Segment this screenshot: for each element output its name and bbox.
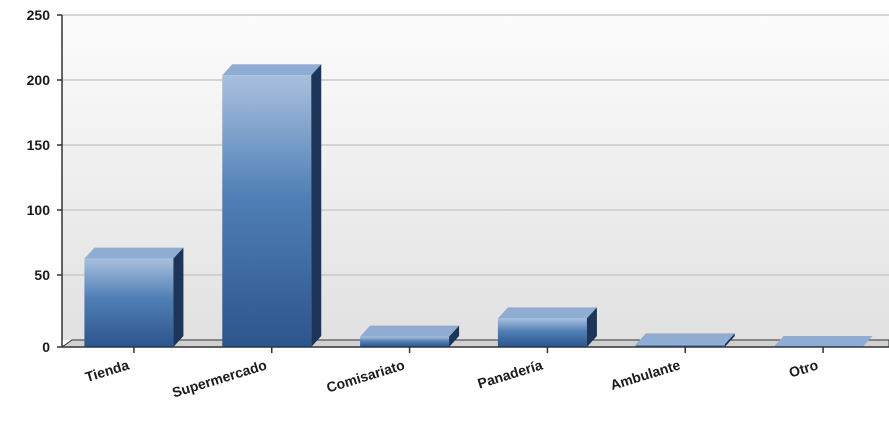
bar-front xyxy=(84,258,174,347)
bar-top xyxy=(84,247,184,259)
x-tick-label: Ambulante xyxy=(608,357,682,394)
bars xyxy=(84,64,873,348)
plot-background xyxy=(62,15,889,340)
axes xyxy=(61,15,889,348)
y-tick-label: 150 xyxy=(27,137,51,153)
x-tick-label: Otro xyxy=(787,357,820,381)
y-tick-label: 200 xyxy=(27,72,51,88)
bar-front xyxy=(222,75,312,348)
x-tick-label: Supermercado xyxy=(170,357,268,401)
bar-front xyxy=(635,344,725,347)
bar-side xyxy=(311,64,322,348)
y-tick-label: 100 xyxy=(27,202,51,218)
bar-side xyxy=(586,307,597,347)
bar-panadería xyxy=(497,307,597,347)
bar-comisariato xyxy=(360,325,460,347)
y-tick-label: 250 xyxy=(27,7,51,23)
bar-top xyxy=(222,64,322,76)
gridlines xyxy=(62,14,889,276)
bar-tienda xyxy=(84,247,184,347)
x-tick-label: Tienda xyxy=(83,357,131,385)
x-axis-ticks: Tienda Supermercado Comisariato Panadería Am… xyxy=(83,347,824,401)
bar-supermercado xyxy=(222,64,322,348)
floor xyxy=(60,339,889,348)
y-tick-label: 50 xyxy=(34,267,50,283)
bar-side xyxy=(724,333,735,347)
bar-side xyxy=(173,247,184,347)
bar-side xyxy=(449,325,460,347)
y-axis-ticks: 0 50 100 150 200 250 xyxy=(27,7,62,355)
bar-top xyxy=(635,333,735,345)
bar-otro xyxy=(773,336,873,347)
y-tick-label: 0 xyxy=(42,339,50,355)
bar-top xyxy=(497,307,597,319)
x-tick-label: Panadería xyxy=(476,357,545,392)
bar-top xyxy=(360,325,460,337)
bar-front xyxy=(497,318,587,347)
bar-front xyxy=(360,336,450,347)
bar-ambulante xyxy=(635,333,735,347)
chart-floor xyxy=(60,339,889,348)
x-tick-label: Comisariato xyxy=(324,357,406,396)
bar-top xyxy=(773,336,873,347)
